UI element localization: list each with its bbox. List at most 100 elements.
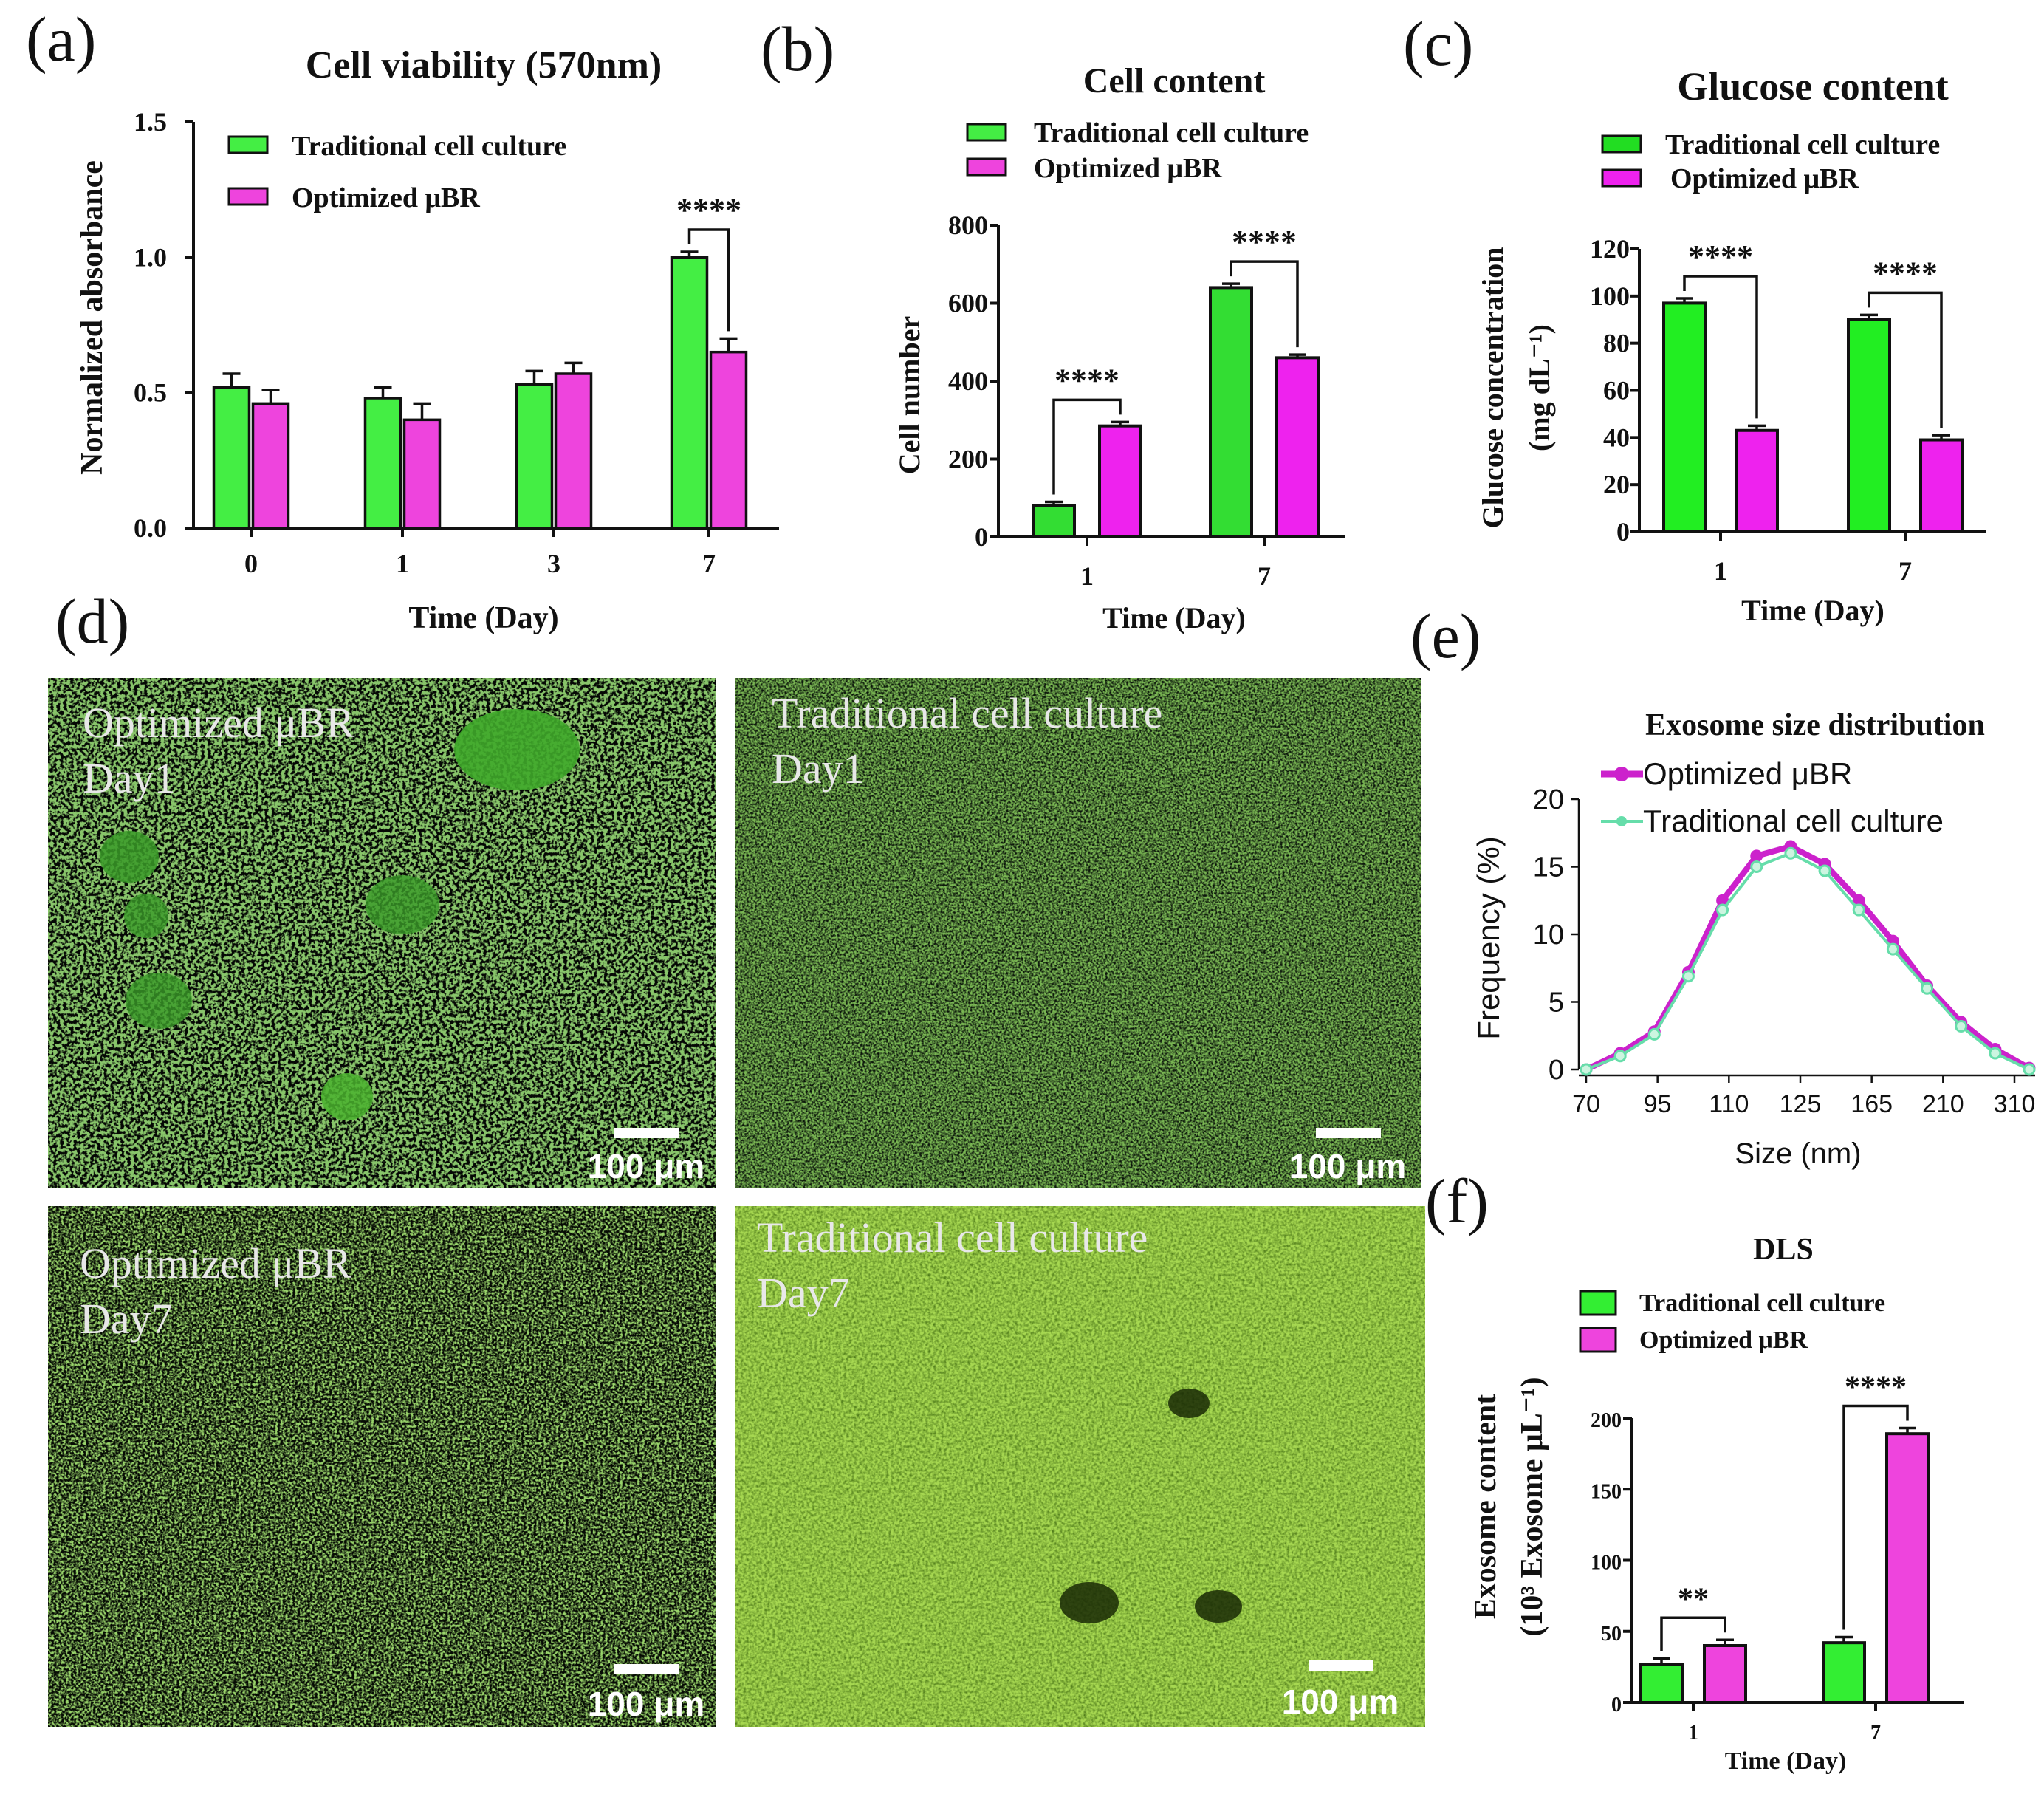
cell-cluster xyxy=(366,875,439,934)
data-point-traditional xyxy=(1681,970,1695,983)
bar-optimized xyxy=(1098,424,1142,538)
x-tick-label: 165 xyxy=(1851,1090,1893,1118)
micrograph-3-line2: Day7 xyxy=(80,1295,173,1343)
y-tick-label: 40 xyxy=(1603,422,1630,452)
y-tick-label: 0 xyxy=(1616,517,1630,547)
legend-e-optimized-marker xyxy=(1614,767,1629,781)
data-point-optimized xyxy=(1750,849,1763,863)
x-tick-label: 7 xyxy=(1899,556,1912,586)
significance-bracket xyxy=(1868,291,1943,428)
data-point-traditional xyxy=(1921,982,1934,995)
void-area xyxy=(1195,1590,1242,1623)
legend-b-traditional-label: Traditional cell culture xyxy=(1034,117,1309,148)
x-tick-label: 110 xyxy=(1709,1090,1749,1118)
x-tick-label: 1 xyxy=(396,549,409,578)
chart-e: Exosome size distribution Frequency (%) … xyxy=(1471,708,2036,1170)
micrograph-3-scale: 100 μm xyxy=(588,1685,705,1723)
legend-f-traditional-label: Traditional cell culture xyxy=(1639,1290,1885,1317)
legend-a-optimized-label: Optimized μBR xyxy=(292,182,480,213)
chart-c-xlabel: Time (Day) xyxy=(1741,594,1884,627)
y-tick-label: 400 xyxy=(948,366,988,396)
micrograph-1-line1: Optimized μBR xyxy=(83,699,354,747)
bar-traditional xyxy=(1032,504,1076,538)
chart-e-ylabel: Frequency (%) xyxy=(1471,836,1506,1039)
chart-a: Cell viability (570nm) Normalized absorb… xyxy=(75,44,779,635)
y-tick-label: 0 xyxy=(1549,1055,1564,1086)
y-tick-label: 80 xyxy=(1603,329,1630,358)
legend-a-traditional-label: Traditional cell culture xyxy=(292,131,566,162)
chart-b: Cell content Cell number Time (Day) Trad… xyxy=(893,61,1345,634)
significance-label: **** xyxy=(1873,255,1938,291)
series-line-optimized xyxy=(1585,843,2031,1072)
micrograph-2-scale: 100 μm xyxy=(1289,1147,1407,1185)
data-point-traditional xyxy=(1784,846,1797,860)
y-tick-label: 120 xyxy=(1590,234,1630,264)
panel-e-letter: (e) xyxy=(1410,600,1481,671)
chart-c-ylabel2: (mg dL⁻¹) xyxy=(1523,324,1556,451)
y-tick-label: 20 xyxy=(1603,470,1630,499)
data-point-traditional xyxy=(1580,1063,1593,1076)
y-tick-label: 1.5 xyxy=(134,107,167,137)
micrograph-traditional-day1: Traditional cell culture Day1 100 μm xyxy=(735,678,1421,1188)
legend-c-optimized-swatch xyxy=(1601,168,1642,188)
legend-f-optimized-swatch xyxy=(1579,1327,1617,1353)
micrograph-1-line2: Day1 xyxy=(83,754,176,802)
micrograph-3-line1: Optimized μBR xyxy=(80,1239,351,1287)
significance-label: ** xyxy=(1678,1582,1709,1616)
micrograph-4-line1: Traditional cell culture xyxy=(757,1214,1148,1262)
legend-c-optimized-label: Optimized μBR xyxy=(1670,163,1859,194)
legend-e-traditional-label: Traditional cell culture xyxy=(1643,804,1944,838)
chart-c: Glucose content Glucose concentration (m… xyxy=(1476,64,1986,627)
micrograph-1-scale: 100 μm xyxy=(588,1147,705,1185)
chart-c-title: Glucose content xyxy=(1677,64,1948,109)
x-tick-label: 95 xyxy=(1644,1090,1672,1118)
significance-bracket xyxy=(687,228,730,332)
micrograph-grid: Optimized μBR Day1 100 μm Traditional ce… xyxy=(48,678,1425,1727)
y-tick-label: 50 xyxy=(1601,1623,1622,1646)
significance-bracket xyxy=(1683,275,1758,419)
chart-a-title: Cell viability (570nm) xyxy=(306,44,662,86)
panel-d-letter: (d) xyxy=(55,586,129,657)
micrograph-optimized-day1: Optimized μBR Day1 100 μm xyxy=(48,678,716,1188)
bar-optimized xyxy=(1275,356,1320,538)
chart-f-title: DLS xyxy=(1753,1233,1814,1267)
legend-b-traditional-swatch xyxy=(966,123,1007,142)
x-tick-label: 210 xyxy=(1922,1090,1964,1118)
y-tick-label: 600 xyxy=(948,289,988,318)
bar-traditional xyxy=(670,256,709,530)
cell-cluster xyxy=(124,894,168,938)
y-tick-label: 60 xyxy=(1603,376,1630,405)
micrograph-traditional-day7: Traditional cell culture Day7 100 μm xyxy=(735,1206,1425,1727)
x-tick-label: 0 xyxy=(244,549,258,578)
y-tick-label: 100 xyxy=(1590,281,1630,311)
y-tick-label: 0 xyxy=(1611,1694,1622,1716)
data-point-traditional xyxy=(1750,860,1763,873)
y-tick-label: 0 xyxy=(975,522,988,552)
bar-optimized xyxy=(1703,1644,1747,1704)
legend-e-optimized-label: Optimized μBR xyxy=(1643,756,1852,791)
x-tick-label: 1 xyxy=(1714,556,1727,586)
chart-f-xlabel: Time (Day) xyxy=(1725,1748,1847,1775)
x-tick-label: 125 xyxy=(1780,1090,1822,1118)
bar-optimized xyxy=(1885,1432,1930,1705)
significance-bracket xyxy=(1230,260,1299,348)
bar-traditional xyxy=(1822,1641,1866,1704)
y-tick-label: 20 xyxy=(1533,784,1564,815)
void-area xyxy=(1060,1582,1119,1623)
y-tick-label: 1.0 xyxy=(134,242,167,272)
panel-f-letter: (f) xyxy=(1425,1166,1489,1236)
x-tick-label: 70 xyxy=(1572,1090,1600,1118)
scale-bar xyxy=(1309,1660,1373,1671)
data-point-traditional xyxy=(1647,1027,1661,1041)
legend-a-optimized-swatch xyxy=(227,187,269,206)
legend-c-traditional-swatch xyxy=(1601,134,1642,154)
bar-traditional xyxy=(1209,286,1253,538)
bar-optimized xyxy=(1919,438,1964,534)
significance-label: **** xyxy=(1054,362,1119,398)
chart-b-ylabel: Cell number xyxy=(893,316,926,474)
micrograph-2-line1: Traditional cell culture xyxy=(772,689,1162,737)
legend-a-traditional-swatch xyxy=(227,135,269,154)
panel-a-letter: (a) xyxy=(26,4,96,75)
micrograph-4-line2: Day7 xyxy=(757,1269,850,1317)
data-point-traditional xyxy=(1886,942,1899,956)
